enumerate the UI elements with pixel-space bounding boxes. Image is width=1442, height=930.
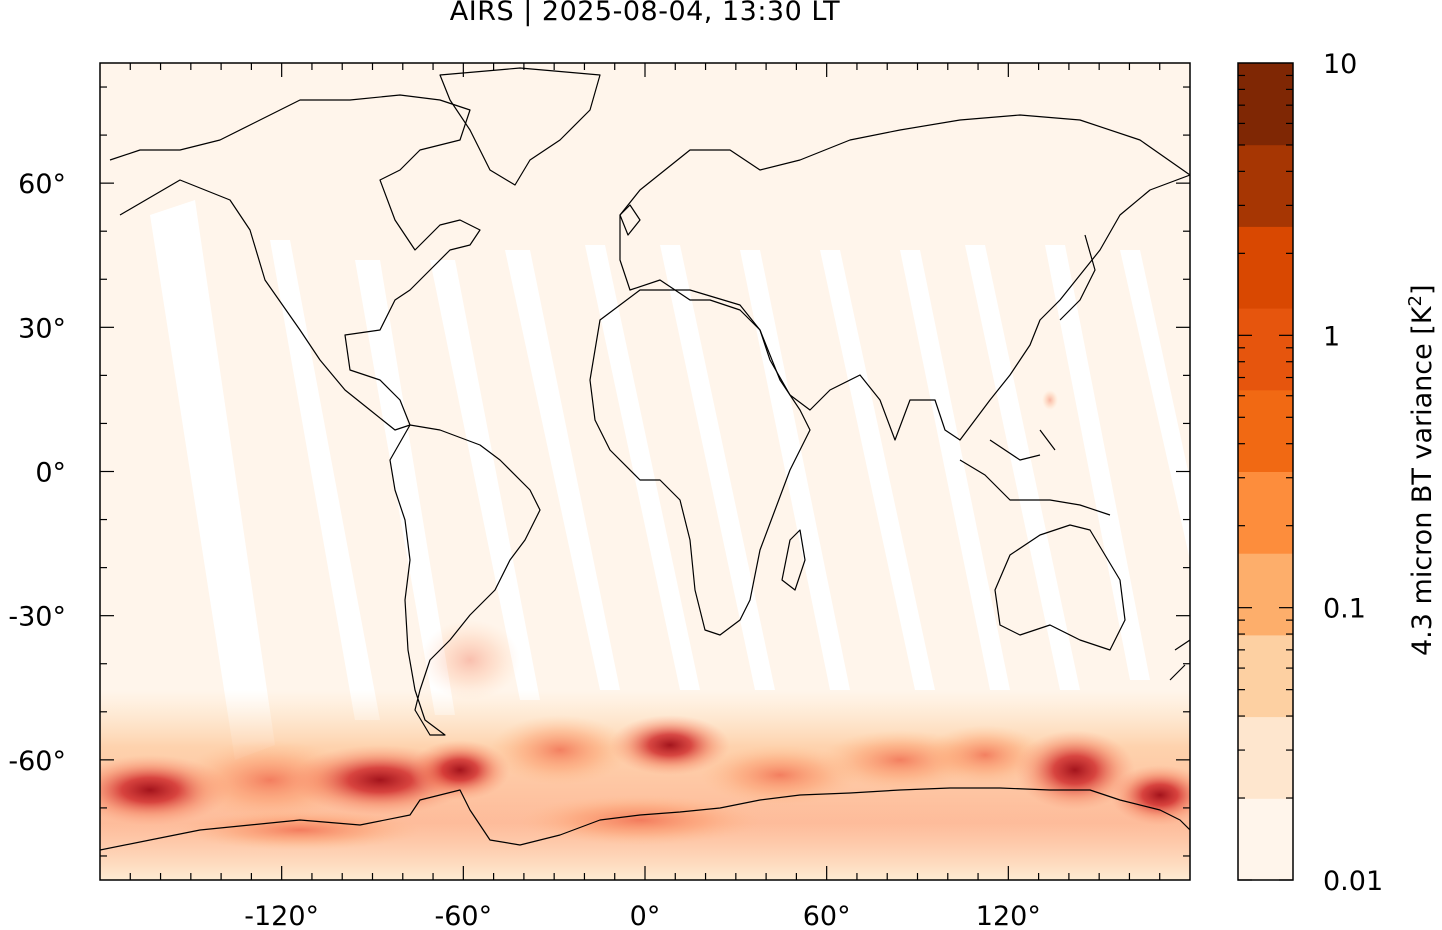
lat-tick-label: -60° [8, 746, 66, 777]
coast-indonesia [959, 429, 1111, 516]
colorbar-label-close: ] [1407, 284, 1438, 295]
colorbar-tick-label: 1 [1323, 321, 1340, 352]
map-tick-labels: -120° -60° 0° 60° 120° 60° 30° 0° -30° -60° [8, 169, 1040, 930]
coast-south-america [389, 424, 541, 736]
colorbar-label-text: 4.3 micron BT variance [K [1407, 306, 1438, 656]
lat-tick-label: 30° [18, 313, 66, 344]
lon-tick-label: 120° [976, 901, 1041, 930]
colorbar-segment [1238, 63, 1293, 146]
lat-tick-label: 60° [18, 169, 66, 200]
colorbar-tick-label: 0.01 [1323, 866, 1383, 897]
colorbar-segment [1238, 226, 1293, 309]
colorbar-segment [1238, 553, 1293, 636]
variance-hotspots [100, 390, 1190, 850]
lat-tick-label: -30° [8, 602, 66, 633]
colorbar-frame [1237, 62, 1294, 881]
colorbar-segment [1238, 634, 1293, 718]
coast-australia [994, 524, 1126, 651]
colorbar-tick-label: 10 [1323, 49, 1357, 80]
colorbar-segment [1238, 389, 1293, 472]
colorbar-label-exponent: 2 [1405, 294, 1426, 307]
colorbar-segment [1238, 308, 1293, 391]
coast-madagascar [781, 529, 806, 591]
lat-tick-label: 0° [35, 458, 66, 489]
coast-new-zealand [1169, 639, 1190, 681]
coastlines [100, 67, 1190, 851]
coast-antarctica [100, 787, 1190, 851]
lon-tick-label: -60° [435, 901, 493, 930]
lon-tick-label: -120° [244, 901, 319, 930]
coast-north-america [109, 94, 481, 431]
orbit-gaps [150, 200, 1190, 760]
lon-tick-label: 0° [630, 901, 661, 930]
colorbar-tick-labels: 10 1 0.1 0.01 [1323, 49, 1383, 897]
coast-greenland [439, 67, 601, 186]
map-ticks [100, 63, 1190, 880]
colorbar-segment [1238, 471, 1293, 554]
colorbar [1238, 63, 1293, 881]
coast-japan [1059, 234, 1096, 321]
coast-africa [589, 289, 811, 636]
colorbar-tick-label: 0.1 [1323, 594, 1366, 625]
colorbar-ticks [1238, 74, 1293, 881]
lon-tick-label: 60° [803, 901, 851, 930]
coast-uk [619, 204, 641, 236]
colorbar-segment [1238, 716, 1293, 799]
colorbar-segment [1238, 798, 1293, 881]
map-title: AIRS | 2025-08-04, 13:30 LT [449, 0, 841, 27]
colorbar-segment [1238, 144, 1293, 227]
map-field [100, 63, 1190, 880]
colorbar-label: 4.3 micron BT variance [K2] [1405, 284, 1438, 656]
